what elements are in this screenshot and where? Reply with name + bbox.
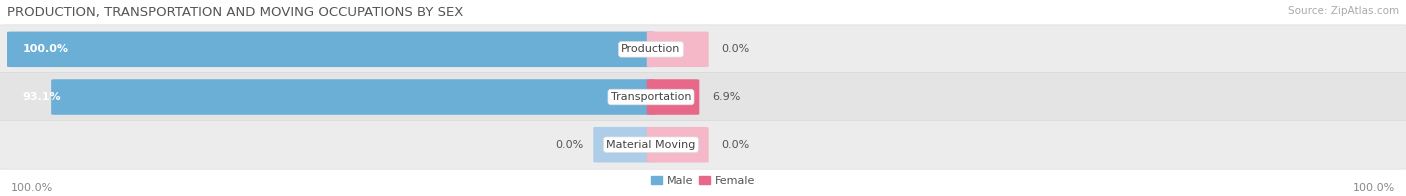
Text: 0.0%: 0.0%: [555, 140, 583, 150]
FancyBboxPatch shape: [0, 25, 1406, 74]
FancyBboxPatch shape: [0, 73, 1406, 122]
FancyBboxPatch shape: [0, 120, 1406, 169]
FancyBboxPatch shape: [7, 32, 655, 67]
Text: Production: Production: [621, 44, 681, 54]
Text: Source: ZipAtlas.com: Source: ZipAtlas.com: [1288, 6, 1399, 16]
Text: 93.1%: 93.1%: [22, 92, 60, 102]
FancyBboxPatch shape: [647, 79, 699, 115]
Text: 100.0%: 100.0%: [22, 44, 69, 54]
FancyBboxPatch shape: [593, 127, 655, 162]
Text: PRODUCTION, TRANSPORTATION AND MOVING OCCUPATIONS BY SEX: PRODUCTION, TRANSPORTATION AND MOVING OC…: [7, 6, 464, 19]
Text: Transportation: Transportation: [610, 92, 692, 102]
Text: 6.9%: 6.9%: [711, 92, 741, 102]
Text: Material Moving: Material Moving: [606, 140, 696, 150]
Text: 0.0%: 0.0%: [721, 44, 749, 54]
Text: 100.0%: 100.0%: [1353, 183, 1395, 193]
Legend: Male, Female: Male, Female: [647, 172, 759, 191]
FancyBboxPatch shape: [647, 127, 709, 162]
Text: 100.0%: 100.0%: [11, 183, 53, 193]
FancyBboxPatch shape: [51, 79, 655, 115]
Text: 0.0%: 0.0%: [721, 140, 749, 150]
FancyBboxPatch shape: [647, 32, 709, 67]
